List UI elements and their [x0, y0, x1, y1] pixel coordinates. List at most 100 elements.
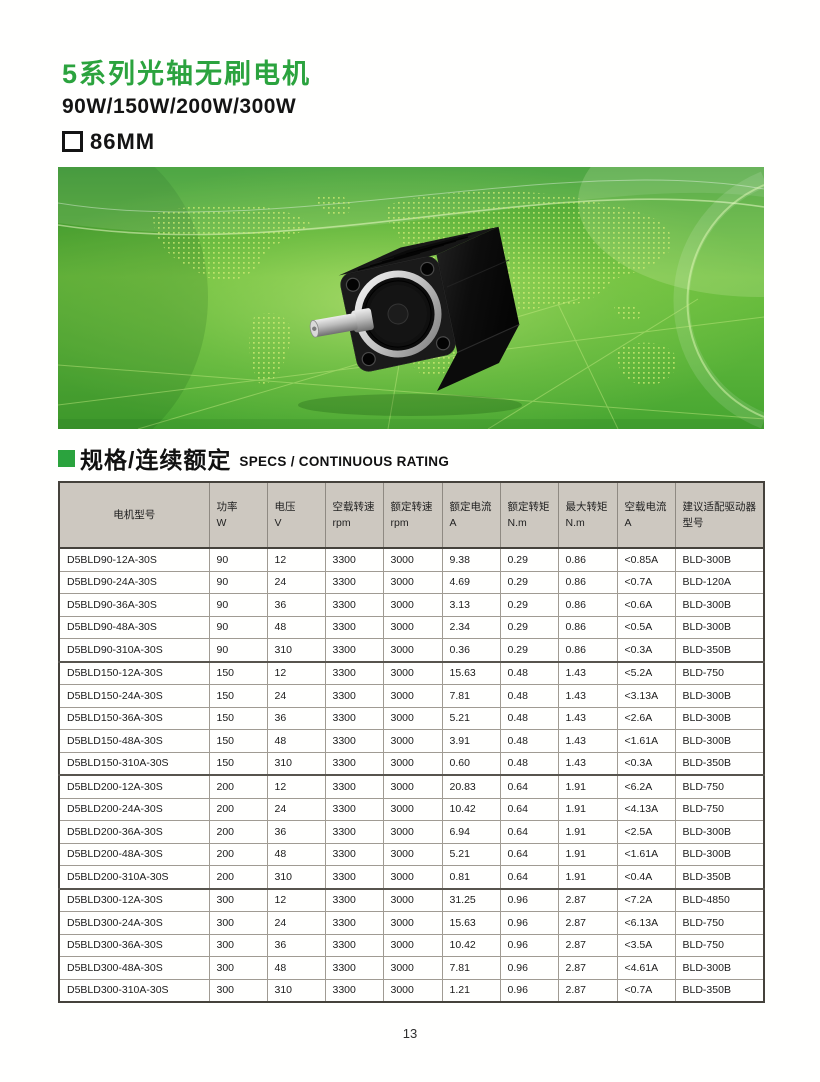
value-cell: 5.21	[441, 842, 501, 866]
value-cell: 200	[208, 842, 268, 866]
value-cell: 0.64	[499, 865, 559, 889]
value-cell: 0.86	[557, 593, 618, 617]
value-cell: 0.48	[499, 751, 559, 776]
value-cell: 36	[266, 593, 326, 617]
value-cell: <4.13A	[616, 797, 676, 821]
table-row: D5BLD150-310A-30S 150 310 3300 3000 0.60 0.48 1…	[58, 751, 765, 776]
value-cell: 3000	[382, 547, 443, 572]
value-cell: 1.91	[557, 774, 618, 799]
value-cell: 0.29	[499, 547, 559, 572]
value-cell: <3.13A	[616, 684, 676, 708]
value-cell: BLD-350B	[674, 638, 765, 662]
value-cell: <0.3A	[616, 751, 676, 776]
model-cell: D5BLD150-12A-30S	[58, 660, 210, 685]
title-block: 5系列光轴无刷电机 90W/150W/200W/300W 86MM	[62, 59, 311, 155]
value-cell: 0.48	[499, 660, 559, 685]
value-cell: <0.5A	[616, 615, 676, 639]
value-cell: 0.96	[499, 956, 559, 980]
value-cell: 0.86	[557, 615, 618, 639]
value-cell: BLD-750	[674, 774, 765, 799]
model-cell: D5BLD90-24A-30S	[58, 570, 210, 594]
value-cell: 0.29	[499, 638, 559, 662]
column-unit: N.m	[565, 517, 585, 529]
model-cell: D5BLD200-310A-30S	[58, 865, 210, 889]
value-cell: BLD-300B	[674, 593, 765, 617]
column-label: 额定转速	[390, 500, 433, 513]
specs-table-wrap: 电机型号 功率 W 电压 V 空载转速 rpm 额定转速 rpm 额定电流 A 额定转矩 N.m 最大转矩…	[58, 481, 765, 1003]
value-cell: 0.29	[499, 570, 559, 594]
value-cell: 0.64	[499, 797, 559, 821]
value-cell: <5.2A	[616, 660, 676, 685]
value-cell: 3300	[324, 593, 384, 617]
column-header: 建议适配驱动器型号	[674, 481, 765, 549]
page-subtitle: 90W/150W/200W/300W	[62, 94, 297, 118]
column-unit: A	[449, 517, 457, 529]
model-cell: D5BLD90-48A-30S	[58, 615, 210, 639]
frame-size-value: 86MM	[90, 128, 156, 154]
section-title-cn: 规格/连续额定	[80, 447, 232, 473]
value-cell: 3300	[324, 706, 384, 730]
value-cell: 12	[266, 660, 326, 685]
value-cell: 3000	[382, 956, 443, 980]
section-header: 规格/连续额定 SPECS / CONTINUOUS RATING	[58, 441, 449, 475]
section-title-en: SPECS / CONTINUOUS RATING	[239, 454, 450, 469]
value-cell: 0.29	[499, 593, 559, 617]
value-cell: 150	[208, 729, 268, 753]
column-header: 空载电流 A	[616, 481, 676, 549]
value-cell: 3300	[324, 911, 384, 935]
frame-size-line: 86MM	[62, 129, 311, 155]
table-row: D5BLD150-12A-30S 150 12 3300 3000 15.63 0.48 1.…	[58, 660, 765, 685]
value-cell: 1.21	[441, 978, 501, 1003]
model-cell: D5BLD300-24A-30S	[58, 911, 210, 935]
value-cell: 0.96	[499, 887, 559, 912]
value-cell: 3.91	[441, 729, 501, 753]
value-cell: 150	[208, 751, 268, 776]
motor	[298, 226, 522, 416]
value-cell: 48	[266, 956, 326, 980]
value-cell: 1.91	[557, 797, 618, 821]
table-header-row: 电机型号 功率 W 电压 V 空载转速 rpm 额定转速 rpm 额定电流 A 额定转矩 N.m 最大转矩…	[58, 481, 765, 549]
column-label: 额定电流	[449, 500, 492, 513]
model-cell: D5BLD300-48A-30S	[58, 956, 210, 980]
value-cell: <6.13A	[616, 911, 676, 935]
value-cell: 3000	[382, 842, 443, 866]
value-cell: 90	[208, 615, 268, 639]
value-cell: 310	[266, 638, 326, 662]
table-row: D5BLD300-24A-30S 300 24 3300 3000 15.63 0.96 2.…	[58, 911, 765, 935]
value-cell: 150	[208, 684, 268, 708]
column-label: 空载转速	[332, 500, 375, 513]
value-cell: 3000	[382, 933, 443, 957]
value-cell: 3.13	[441, 593, 501, 617]
column-header: 空载转速 rpm	[324, 481, 384, 549]
value-cell: 12	[266, 774, 326, 799]
value-cell: 36	[266, 933, 326, 957]
hero-image	[58, 167, 764, 429]
value-cell: 48	[266, 615, 326, 639]
value-cell: 3300	[324, 660, 384, 685]
value-cell: BLD-300B	[674, 729, 765, 753]
table-row: D5BLD300-310A-30S 300 310 3300 3000 1.21 0.96 2…	[58, 978, 765, 1003]
value-cell: 3300	[324, 956, 384, 980]
model-cell: D5BLD200-24A-30S	[58, 797, 210, 821]
value-cell: 0.60	[441, 751, 501, 776]
value-cell: 3000	[382, 797, 443, 821]
page-number: 13	[402, 1026, 418, 1041]
value-cell: 10.42	[441, 797, 501, 821]
value-cell: BLD-300B	[674, 820, 765, 844]
table-row: D5BLD90-36A-30S 90 36 3300 3000 3.13 0.29 0.86 <…	[58, 593, 765, 617]
table-row: D5BLD200-12A-30S 200 12 3300 3000 20.83 0.64 1.…	[58, 774, 765, 799]
value-cell: 0.86	[557, 570, 618, 594]
column-label: 额定转矩	[507, 500, 550, 513]
value-cell: 200	[208, 820, 268, 844]
value-cell: 90	[208, 638, 268, 662]
value-cell: 3300	[324, 570, 384, 594]
value-cell: 90	[208, 547, 268, 572]
value-cell: <3.5A	[616, 933, 676, 957]
column-header: 最大转矩 N.m	[557, 481, 618, 549]
column-unit: rpm	[332, 517, 351, 529]
value-cell: 15.63	[441, 660, 501, 685]
column-label: 最大转矩	[565, 500, 608, 513]
model-cell: D5BLD150-24A-30S	[58, 684, 210, 708]
value-cell: 300	[208, 956, 268, 980]
motor-product-image	[58, 167, 764, 429]
